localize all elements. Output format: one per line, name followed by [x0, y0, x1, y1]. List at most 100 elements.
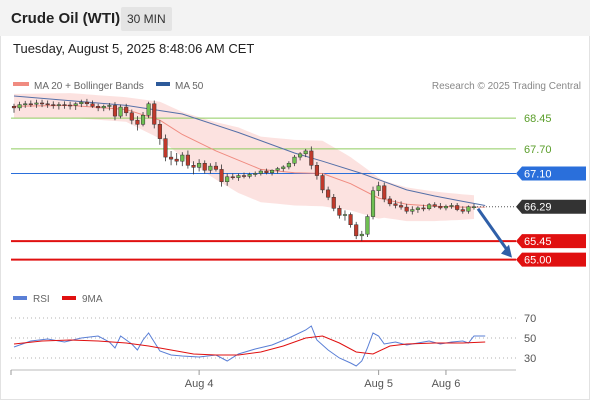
candle-body	[292, 156, 297, 164]
x-tick-label: Aug 4	[185, 378, 214, 390]
candle	[264, 168, 269, 175]
candle-body	[370, 190, 376, 217]
candle-body	[152, 103, 157, 125]
candle-body	[79, 101, 84, 105]
bollinger-band-area	[14, 93, 474, 222]
candle	[269, 169, 275, 176]
candle	[258, 169, 263, 176]
candle-body	[169, 156, 174, 160]
legend-label-9ma: 9MA	[82, 294, 103, 305]
last-price-tag	[516, 199, 586, 214]
candle	[286, 161, 291, 170]
candle	[410, 206, 415, 215]
candle-body	[427, 204, 432, 210]
candle	[331, 193, 336, 212]
candle-body	[314, 165, 319, 176]
candle-body	[213, 165, 219, 170]
candle	[404, 203, 409, 214]
candle	[118, 104, 123, 119]
level-label-67.10: 67.10	[524, 168, 552, 180]
level-tag-65.00	[516, 252, 586, 267]
candle	[140, 111, 146, 127]
candle-body	[146, 103, 151, 116]
candle	[241, 172, 247, 179]
source-credit: Research © 2025 Trading Central	[432, 81, 581, 92]
candle-body	[96, 106, 101, 109]
candle-body	[118, 106, 123, 117]
candle	[202, 160, 207, 174]
candle-body	[281, 166, 286, 169]
candle	[443, 204, 449, 211]
candle	[292, 155, 297, 167]
candle-body	[23, 103, 28, 106]
candle-body	[124, 106, 129, 114]
candle	[135, 116, 140, 131]
candle	[124, 103, 129, 117]
candle-body	[382, 185, 387, 200]
candle-body	[258, 170, 263, 174]
candle	[427, 203, 432, 211]
candle-body	[421, 207, 426, 210]
candle	[101, 104, 106, 112]
candle-body	[230, 176, 235, 179]
candle-body	[241, 175, 247, 177]
legend-swatch-ma20	[13, 82, 29, 86]
candle-body	[404, 206, 409, 212]
candle-body	[359, 233, 364, 237]
level-label-68.45: 68.45	[524, 113, 552, 125]
candle-body	[62, 104, 67, 106]
candle	[152, 100, 157, 129]
candle-body	[174, 158, 179, 162]
interval-badge[interactable]: 30 MIN	[121, 7, 172, 31]
last-price-label: 66.29	[524, 202, 552, 214]
candle-body	[112, 105, 118, 117]
candle	[112, 102, 118, 121]
candle	[28, 100, 33, 108]
candle-body	[320, 175, 325, 191]
candle-body	[90, 103, 95, 107]
candle	[342, 210, 348, 221]
last-price-marker: 66.29	[477, 199, 586, 214]
candle-body	[157, 124, 162, 139]
candle-body	[39, 102, 45, 105]
level-label-65.45: 65.45	[524, 236, 552, 248]
candle-body	[337, 208, 342, 216]
candle	[247, 172, 252, 179]
candle	[39, 99, 45, 108]
projection-arrow-shaft	[476, 207, 511, 254]
candle	[354, 221, 359, 240]
candle	[34, 99, 39, 108]
rsi-series-rsi	[13, 325, 486, 367]
candle-body	[393, 203, 398, 206]
candle-body	[208, 165, 213, 171]
candle	[376, 181, 381, 197]
projection-arrow	[476, 207, 512, 258]
candle-body	[399, 205, 404, 208]
level-label-65.00: 65.00	[524, 255, 552, 267]
candle-body	[432, 204, 437, 207]
candle	[107, 102, 112, 111]
candle-body	[269, 169, 275, 173]
legend-swatch-9ma	[62, 296, 76, 300]
candle-body	[236, 175, 241, 178]
candle-body	[449, 205, 454, 207]
level-label-67.70: 67.70	[524, 144, 552, 156]
candle	[415, 206, 420, 213]
level-tag-67.10	[516, 166, 586, 181]
candle	[17, 101, 22, 111]
candle	[281, 165, 286, 172]
candle-body	[84, 101, 89, 105]
candle-body	[191, 165, 196, 168]
candle-body	[225, 176, 230, 182]
candle	[303, 148, 308, 158]
candle-body	[460, 209, 465, 212]
candle	[45, 100, 50, 108]
candle	[11, 103, 17, 113]
candle-body	[309, 150, 314, 166]
projection-arrow-head	[501, 244, 512, 258]
candle-body	[298, 153, 303, 158]
key-levels: 68.45 67.70 67.10 65.45 65.00	[11, 113, 586, 267]
candle-body	[28, 103, 33, 106]
candle-body	[68, 104, 73, 107]
candle	[455, 203, 460, 212]
